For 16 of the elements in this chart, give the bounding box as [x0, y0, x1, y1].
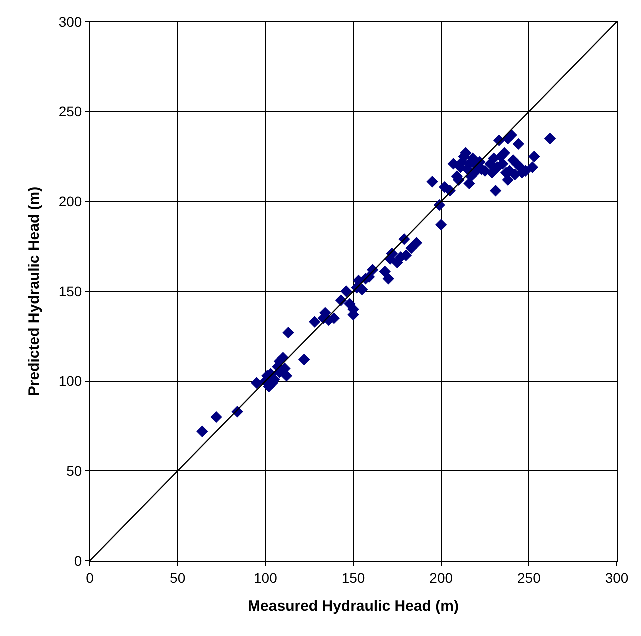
- y-tick-label: 0: [74, 552, 82, 569]
- y-tick-label: 100: [58, 373, 82, 390]
- x-tick-label: 0: [86, 570, 94, 586]
- y-tick-label: 300: [58, 14, 82, 30]
- x-tick-label: 150: [342, 570, 366, 586]
- x-tick-label: 100: [254, 570, 278, 586]
- y-tick-label: 50: [66, 463, 82, 480]
- y-axis-title: Predicted Hydraulic Head (m): [26, 186, 44, 396]
- x-tick-label: 250: [517, 570, 542, 586]
- x-axis-title: Measured Hydraulic Head (m): [248, 598, 459, 615]
- y-tick-label: 200: [58, 194, 82, 210]
- x-tick-label: 50: [170, 570, 186, 586]
- x-tick-label: 200: [430, 570, 454, 586]
- y-tick-label: 250: [58, 104, 82, 120]
- x-tick-label: 300: [605, 570, 629, 586]
- y-tick-label: 150: [58, 283, 82, 300]
